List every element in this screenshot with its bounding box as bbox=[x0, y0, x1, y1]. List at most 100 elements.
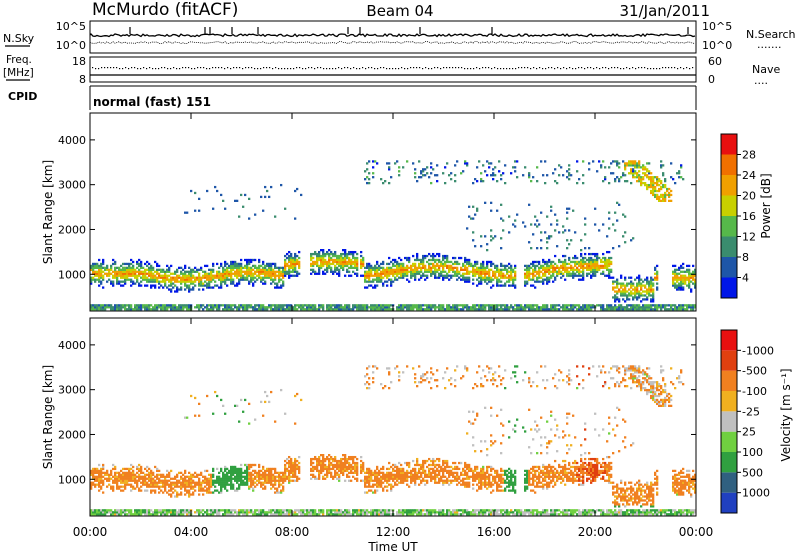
power-cell bbox=[152, 280, 155, 283]
power-cell bbox=[102, 286, 105, 289]
power-cell bbox=[244, 258, 247, 262]
power-cell bbox=[132, 266, 135, 270]
power-cell bbox=[380, 262, 383, 266]
power-cell bbox=[546, 241, 549, 244]
power-cell bbox=[190, 270, 193, 273]
power-cell bbox=[646, 176, 649, 179]
power-cell bbox=[604, 166, 607, 169]
power-cell bbox=[306, 308, 309, 311]
power-cell bbox=[318, 272, 321, 275]
power-cell bbox=[632, 284, 635, 287]
power-cell bbox=[638, 280, 641, 283]
power-cell bbox=[134, 274, 137, 277]
power-cell bbox=[122, 266, 125, 270]
power-cell bbox=[154, 280, 157, 283]
power-cell bbox=[586, 268, 589, 271]
power-cell bbox=[96, 306, 99, 309]
power-cell bbox=[204, 264, 207, 268]
power-cell bbox=[198, 280, 201, 283]
velocity-cell bbox=[254, 511, 257, 514]
power-cell bbox=[580, 274, 583, 277]
power-cell bbox=[138, 282, 141, 285]
nave-dot bbox=[236, 67, 238, 69]
power-cell bbox=[588, 264, 591, 268]
power-cell bbox=[596, 252, 599, 256]
velocity-cell bbox=[100, 513, 103, 516]
power-cell bbox=[384, 308, 387, 311]
power-cell bbox=[218, 270, 221, 273]
power-cell bbox=[118, 308, 121, 311]
power-cell bbox=[676, 286, 679, 289]
nave-dot bbox=[680, 67, 682, 69]
power-cell bbox=[616, 160, 619, 163]
nave-dot bbox=[371, 67, 373, 69]
power-cell bbox=[588, 304, 591, 307]
power-cell bbox=[420, 170, 423, 173]
velocity-cell bbox=[236, 487, 239, 490]
velocity-cell bbox=[228, 479, 231, 482]
power-cell bbox=[110, 280, 113, 283]
velocity-cell bbox=[116, 483, 119, 486]
power-cell bbox=[668, 308, 671, 311]
power-cell bbox=[174, 290, 177, 293]
power-cell bbox=[138, 306, 141, 309]
power-cell bbox=[616, 308, 619, 311]
power-cell bbox=[206, 189, 209, 193]
power-cell bbox=[316, 258, 319, 262]
velocity-cell bbox=[282, 513, 285, 516]
power-cell bbox=[158, 306, 161, 309]
velocity-cell bbox=[244, 509, 247, 512]
velocity-cell bbox=[186, 479, 189, 482]
velocity-cell bbox=[158, 509, 161, 512]
power-cell bbox=[246, 260, 249, 264]
power-cell bbox=[208, 308, 211, 311]
power-cell bbox=[182, 306, 185, 309]
power-cell bbox=[654, 181, 657, 185]
power-cell bbox=[428, 264, 431, 268]
velocity-cell bbox=[146, 481, 149, 484]
power-cell bbox=[222, 308, 225, 311]
velocity-cell bbox=[232, 483, 235, 486]
velocity-cell bbox=[238, 477, 241, 480]
power-cell bbox=[490, 174, 493, 177]
power-cell bbox=[188, 304, 191, 307]
velocity-cell bbox=[220, 485, 223, 488]
power-cell bbox=[98, 274, 101, 277]
nave-dot bbox=[593, 68, 595, 70]
power-cell bbox=[640, 282, 643, 285]
velocity-cell bbox=[152, 513, 155, 516]
velocity-cell bbox=[254, 509, 257, 512]
power-cell bbox=[416, 270, 419, 273]
velocity-cell bbox=[178, 485, 181, 488]
power-cell bbox=[346, 264, 349, 268]
power-cell bbox=[678, 278, 681, 281]
velocity-cell bbox=[258, 469, 261, 473]
power-cell bbox=[236, 308, 239, 311]
power-cell bbox=[216, 274, 219, 277]
power-cell bbox=[538, 266, 541, 270]
velocity-cell bbox=[150, 509, 153, 512]
power-cell bbox=[354, 306, 357, 309]
power-cell bbox=[616, 280, 619, 283]
velocity-cell bbox=[268, 471, 271, 475]
power-cell bbox=[666, 187, 669, 191]
velocity-cell bbox=[104, 473, 107, 476]
nave-dot bbox=[434, 67, 436, 69]
power-cell bbox=[446, 260, 449, 264]
power-cell bbox=[534, 286, 537, 289]
velocity-cell bbox=[220, 487, 223, 490]
power-cell bbox=[200, 304, 203, 307]
power-cell bbox=[432, 256, 435, 260]
power-cell bbox=[572, 270, 575, 273]
velocity-cell bbox=[92, 481, 95, 484]
velocity-cell bbox=[262, 473, 265, 476]
power-cell bbox=[412, 254, 415, 258]
velocity-cell bbox=[100, 509, 103, 512]
nave-dot bbox=[431, 68, 433, 70]
power-cell bbox=[360, 266, 363, 270]
power-cell bbox=[528, 268, 531, 271]
velocity-cell bbox=[126, 509, 129, 512]
power-cell bbox=[630, 162, 633, 165]
power-cell bbox=[440, 304, 443, 307]
power-cell bbox=[654, 266, 657, 270]
